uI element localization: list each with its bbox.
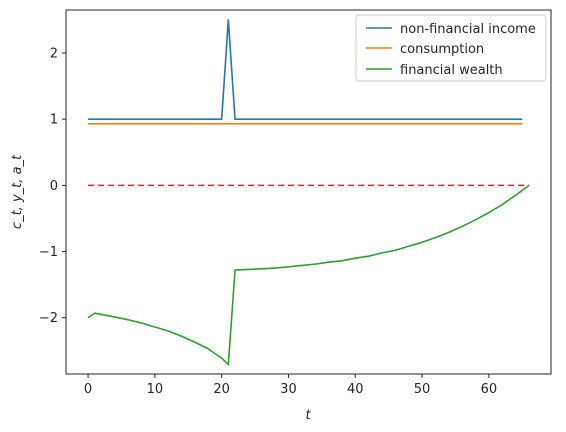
series-line-wealth [87,184,530,366]
x-tick-label: 50 [414,382,431,397]
y-tick-label: −2 [39,311,58,326]
y-tick-label: 2 [50,47,58,62]
x-tick-label: 60 [481,382,498,397]
y-tick-label: 0 [50,179,58,194]
y-tick-label: 1 [50,113,58,128]
x-tick-label: 10 [147,382,164,397]
y-tick-label: −1 [39,245,58,260]
legend-label-income: non-financial income [400,22,536,37]
x-tick-label: 20 [213,382,230,397]
legend-label-consumption: consumption [400,42,484,57]
x-axis: 0 10 20 30 40 50 60 [84,374,497,397]
series-layer [87,19,530,366]
x-tick-label: 40 [347,382,364,397]
series-line-income [88,19,523,120]
legend-label-wealth: financial wealth [400,63,503,78]
plot-frame [65,9,552,375]
y-axis: −2 −1 0 1 2 [39,47,66,326]
x-tick-label: 0 [84,382,92,397]
x-tick-label: 30 [280,382,297,397]
legend: non-financial income consumption financi… [355,14,547,82]
legend-box [355,14,547,82]
y-axis-label: c_t, y_t, a_t [10,154,25,229]
x-axis-label: t [305,408,311,423]
